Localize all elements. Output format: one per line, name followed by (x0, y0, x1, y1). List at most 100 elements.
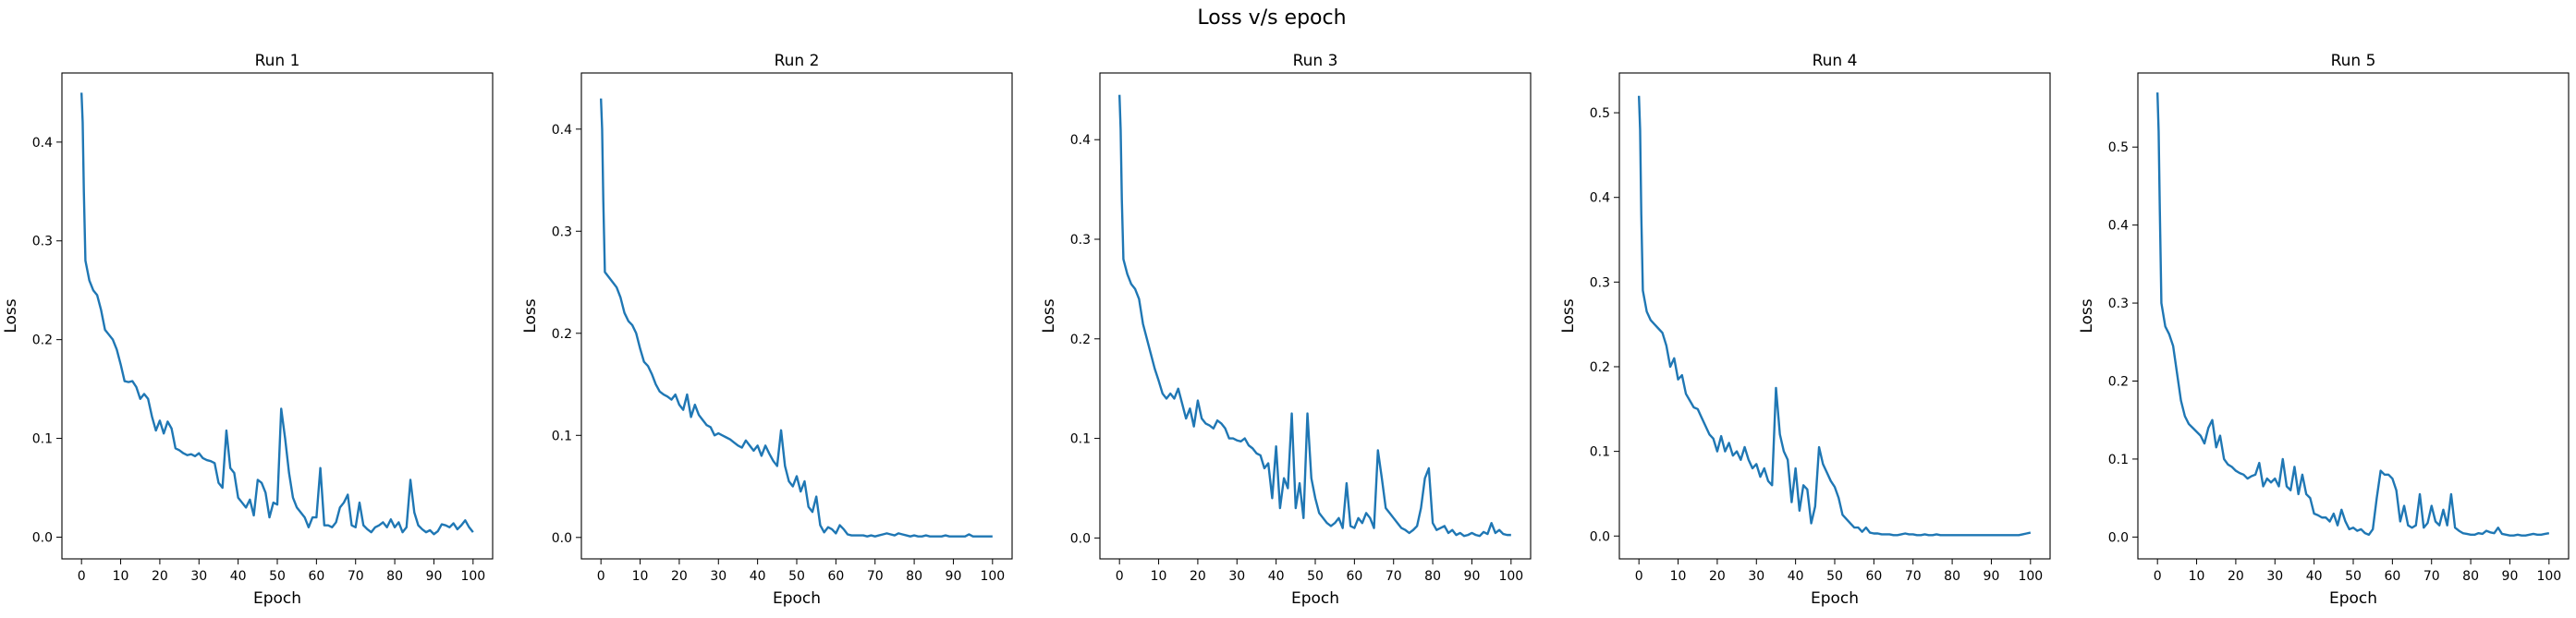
x-tick-label: 90 (1984, 569, 2000, 584)
y-tick-label: 0.1 (1590, 445, 1610, 460)
x-tick-label: 70 (1905, 569, 1922, 584)
subplot-title: Run 1 (255, 52, 300, 70)
x-tick-label: 0 (1635, 569, 1643, 584)
x-tick-label: 100 (2536, 569, 2561, 584)
y-tick-label: 0.0 (32, 530, 53, 545)
x-tick-label: 60 (1346, 569, 1362, 584)
x-tick-label: 30 (2266, 569, 2283, 584)
loss-line (1637, 95, 2032, 537)
y-tick-label: 0.5 (2108, 140, 2129, 155)
x-tick-label: 10 (1151, 569, 1167, 584)
x-tick-label: 80 (1944, 569, 1960, 584)
y-tick-label: 0.0 (1070, 531, 1091, 546)
x-tick-label: 30 (190, 569, 207, 584)
x-tick-label: 80 (906, 569, 922, 584)
x-tick-label: 100 (2018, 569, 2043, 584)
y-tick-label: 0.3 (552, 224, 572, 239)
x-tick-label: 50 (1826, 569, 1843, 584)
y-tick-label: 0.4 (552, 123, 572, 138)
x-tick-label: 0 (2154, 569, 2162, 584)
x-tick-label: 90 (426, 569, 443, 584)
subplot-run-4: 0 10 20 30 40 50 60 70 80 90 100 0.0 0.1 0.2 0.3 0.4 0.5… (1559, 52, 2051, 608)
x-tick-label: 50 (1307, 569, 1324, 584)
y-axis-label: Loss (1040, 298, 1058, 333)
subplot-title: Run 3 (1293, 52, 1338, 70)
y-tick-label: 0.0 (1590, 529, 1610, 544)
x-axis-label: Epoch (1811, 589, 1859, 608)
y-tick-label: 0.4 (2108, 219, 2129, 234)
plot-frame (2137, 72, 2570, 560)
x-tick-label: 20 (152, 569, 168, 584)
y-tick-label: 0.1 (1070, 432, 1091, 447)
x-tick-label: 90 (1464, 569, 1481, 584)
loss-line (79, 92, 474, 536)
y-axis-label: Loss (2078, 298, 2096, 333)
x-tick-label: 100 (1498, 569, 1523, 584)
x-tick-label: 40 (230, 569, 247, 584)
y-tick-label: 0.3 (2108, 297, 2129, 311)
subplot-run-1: 0 10 20 30 40 50 60 70 80 90 100 0.0 0.1 0.2 0.3 0.4 Run… (2, 52, 494, 608)
x-tick-label: 10 (1670, 569, 1687, 584)
plot-frame (1099, 72, 1532, 560)
y-tick-label: 0.1 (552, 429, 572, 443)
x-tick-label: 10 (2189, 569, 2205, 584)
subplot-run-3: 0 10 20 30 40 50 60 70 80 90 100 0.0 0.1 0.2 0.3 0.4 Run… (1040, 52, 1532, 608)
x-tick-label: 40 (1268, 569, 1285, 584)
x-tick-label: 70 (867, 569, 884, 584)
loss-line (2155, 92, 2550, 537)
x-tick-label: 90 (2502, 569, 2519, 584)
subplot-run-5: 0 10 20 30 40 50 60 70 80 90 100 0.0 0.1 0.2 0.3 0.4 0.5… (2078, 52, 2570, 608)
x-tick-label: 100 (980, 569, 1005, 584)
y-tick-label: 0.1 (32, 432, 53, 447)
x-tick-label: 80 (2462, 569, 2479, 584)
y-tick-label: 0.2 (32, 333, 53, 348)
x-tick-label: 0 (78, 569, 86, 584)
x-tick-label: 30 (710, 569, 726, 584)
y-axis-label: Loss (1559, 298, 1578, 333)
y-tick-label: 0.3 (1590, 275, 1610, 290)
x-axis-label: Epoch (253, 589, 301, 608)
x-axis-label: Epoch (1291, 589, 1339, 608)
x-tick-label: 20 (2228, 569, 2244, 584)
y-tick-label: 0.4 (32, 136, 53, 151)
x-tick-label: 10 (113, 569, 129, 584)
x-tick-label: 30 (1748, 569, 1764, 584)
x-tick-label: 40 (2306, 569, 2323, 584)
subplot-run-2: 0 10 20 30 40 50 60 70 80 90 100 0.0 0.1 0.2 0.3 0.4 Run… (521, 52, 1013, 608)
figure-title: Loss v/s epoch (1197, 6, 1346, 30)
x-tick-label: 60 (308, 569, 324, 584)
x-tick-label: 10 (632, 569, 649, 584)
y-tick-label: 0.4 (1070, 133, 1091, 148)
x-tick-label: 70 (2423, 569, 2440, 584)
x-tick-label: 80 (1424, 569, 1441, 584)
x-tick-label: 70 (348, 569, 364, 584)
x-tick-label: 40 (1788, 569, 1804, 584)
x-axis-label: Epoch (2329, 589, 2377, 608)
plot-frame (580, 72, 1013, 560)
loss-line (1117, 94, 1511, 538)
subplot-title: Run 2 (775, 52, 820, 70)
x-tick-label: 20 (1709, 569, 1726, 584)
x-tick-label: 60 (1865, 569, 1882, 584)
x-tick-label: 50 (2345, 569, 2362, 584)
x-tick-label: 20 (671, 569, 688, 584)
x-tick-label: 50 (788, 569, 805, 584)
y-tick-label: 0.1 (2108, 453, 2129, 467)
loss-line (599, 98, 993, 538)
x-tick-label: 50 (269, 569, 286, 584)
y-tick-label: 0.2 (2108, 374, 2129, 389)
y-tick-label: 0.5 (1590, 106, 1610, 121)
subplot-title: Run 4 (1813, 52, 1858, 70)
y-tick-label: 0.3 (32, 235, 53, 249)
x-tick-label: 80 (386, 569, 403, 584)
x-tick-label: 60 (827, 569, 844, 584)
y-tick-label: 0.4 (1590, 191, 1610, 206)
y-tick-label: 0.2 (1070, 333, 1091, 347)
x-tick-label: 0 (597, 569, 605, 584)
y-axis-label: Loss (521, 298, 540, 333)
x-tick-label: 60 (2384, 569, 2400, 584)
y-tick-label: 0.0 (552, 531, 572, 546)
y-tick-label: 0.2 (1590, 360, 1610, 375)
